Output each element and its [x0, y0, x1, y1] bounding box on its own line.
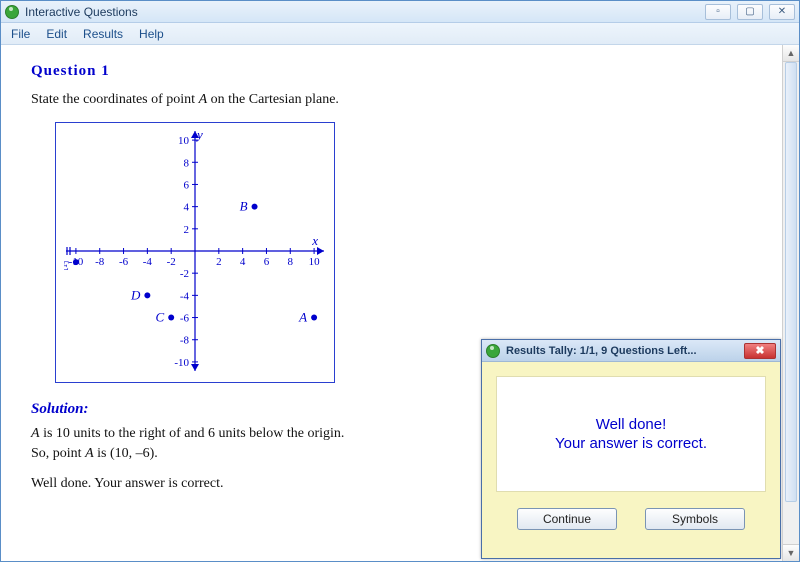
svg-text:10: 10: [309, 256, 321, 268]
svg-text:-4: -4: [143, 256, 153, 268]
question-heading: Question 1: [31, 63, 769, 80]
popup-close-button[interactable]: ✖: [744, 343, 776, 359]
prompt-text-pre: State the coordinates of point: [31, 92, 199, 107]
window-title: Interactive Questions: [25, 5, 138, 19]
solution-text-1: is 10 units to the right of and 6 units …: [40, 426, 345, 441]
svg-text:A: A: [298, 310, 307, 325]
menu-results[interactable]: Results: [83, 27, 123, 41]
svg-text:x: x: [311, 233, 318, 248]
popup-titlebar: Results Tally: 1/1, 9 Questions Left... …: [482, 340, 780, 362]
menu-edit[interactable]: Edit: [46, 27, 67, 41]
svg-text:2: 2: [184, 224, 190, 236]
menu-file[interactable]: File: [11, 27, 30, 41]
maximize-button[interactable]: ▢: [737, 4, 763, 20]
popup-body: Well done! Your answer is correct. Conti…: [482, 362, 780, 544]
scroll-thumb[interactable]: [785, 62, 797, 502]
solution-text-2b: is (10, –6).: [94, 446, 158, 461]
question-prompt: State the coordinates of point A on the …: [31, 92, 769, 108]
menu-help[interactable]: Help: [139, 27, 164, 41]
solution-var-1: A: [31, 426, 40, 441]
svg-text:-6: -6: [180, 313, 190, 325]
vertical-scrollbar[interactable]: ▲ ▼: [782, 45, 799, 561]
svg-text:-2: -2: [167, 256, 176, 268]
titlebar: Interactive Questions ▫ ▢ ✕: [1, 1, 799, 23]
svg-text:B: B: [240, 199, 248, 214]
prompt-text-post: on the Cartesian plane.: [207, 92, 339, 107]
svg-text:-4: -4: [180, 290, 190, 302]
scroll-up-button[interactable]: ▲: [783, 45, 799, 62]
menubar: File Edit Results Help: [1, 23, 799, 45]
close-button[interactable]: ✕: [769, 4, 795, 20]
solution-text-2a: So, point: [31, 446, 85, 461]
minimize-button[interactable]: ▫: [705, 4, 731, 20]
svg-text:4: 4: [240, 256, 246, 268]
continue-button[interactable]: Continue: [517, 508, 617, 530]
svg-text:8: 8: [288, 256, 294, 268]
results-popup: Results Tally: 1/1, 9 Questions Left... …: [481, 339, 781, 559]
solution-var-2: A: [85, 446, 94, 461]
window-controls: ▫ ▢ ✕: [705, 4, 795, 20]
content-area: Question 1 State the coordinates of poin…: [1, 45, 799, 561]
svg-text:-6: -6: [119, 256, 129, 268]
popup-buttons: Continue Symbols: [496, 508, 766, 530]
svg-text:6: 6: [264, 256, 270, 268]
svg-text:C: C: [156, 310, 165, 325]
app-icon: [5, 5, 19, 19]
svg-text:-8: -8: [180, 335, 190, 347]
svg-text:2: 2: [216, 256, 222, 268]
svg-text:-8: -8: [95, 256, 105, 268]
popup-message-panel: Well done! Your answer is correct.: [496, 376, 766, 492]
prompt-variable: A: [199, 92, 208, 107]
svg-text:6: 6: [184, 179, 190, 191]
svg-text:4: 4: [184, 202, 190, 214]
symbols-button[interactable]: Symbols: [645, 508, 745, 530]
popup-message-line1: Well done!: [596, 415, 667, 435]
svg-text:-10: -10: [174, 357, 189, 369]
svg-text:-2: -2: [180, 268, 189, 280]
svg-text:D: D: [130, 287, 141, 302]
svg-text:10: 10: [178, 135, 190, 147]
svg-text:8: 8: [184, 157, 190, 169]
popup-app-icon: [486, 344, 500, 358]
cartesian-svg: -10-8-6-4-2246810246810-2-4-6-8-10xyABCD…: [64, 129, 326, 373]
popup-message-line2: Your answer is correct.: [555, 434, 707, 454]
svg-text:y: y: [195, 129, 203, 142]
main-window: Interactive Questions ▫ ▢ ✕ File Edit Re…: [0, 0, 800, 562]
popup-title: Results Tally: 1/1, 9 Questions Left...: [506, 345, 697, 357]
scroll-down-button[interactable]: ▼: [783, 544, 799, 561]
cartesian-chart: -10-8-6-4-2246810246810-2-4-6-8-10xyABCD…: [55, 122, 335, 383]
svg-text:E: E: [64, 258, 69, 273]
